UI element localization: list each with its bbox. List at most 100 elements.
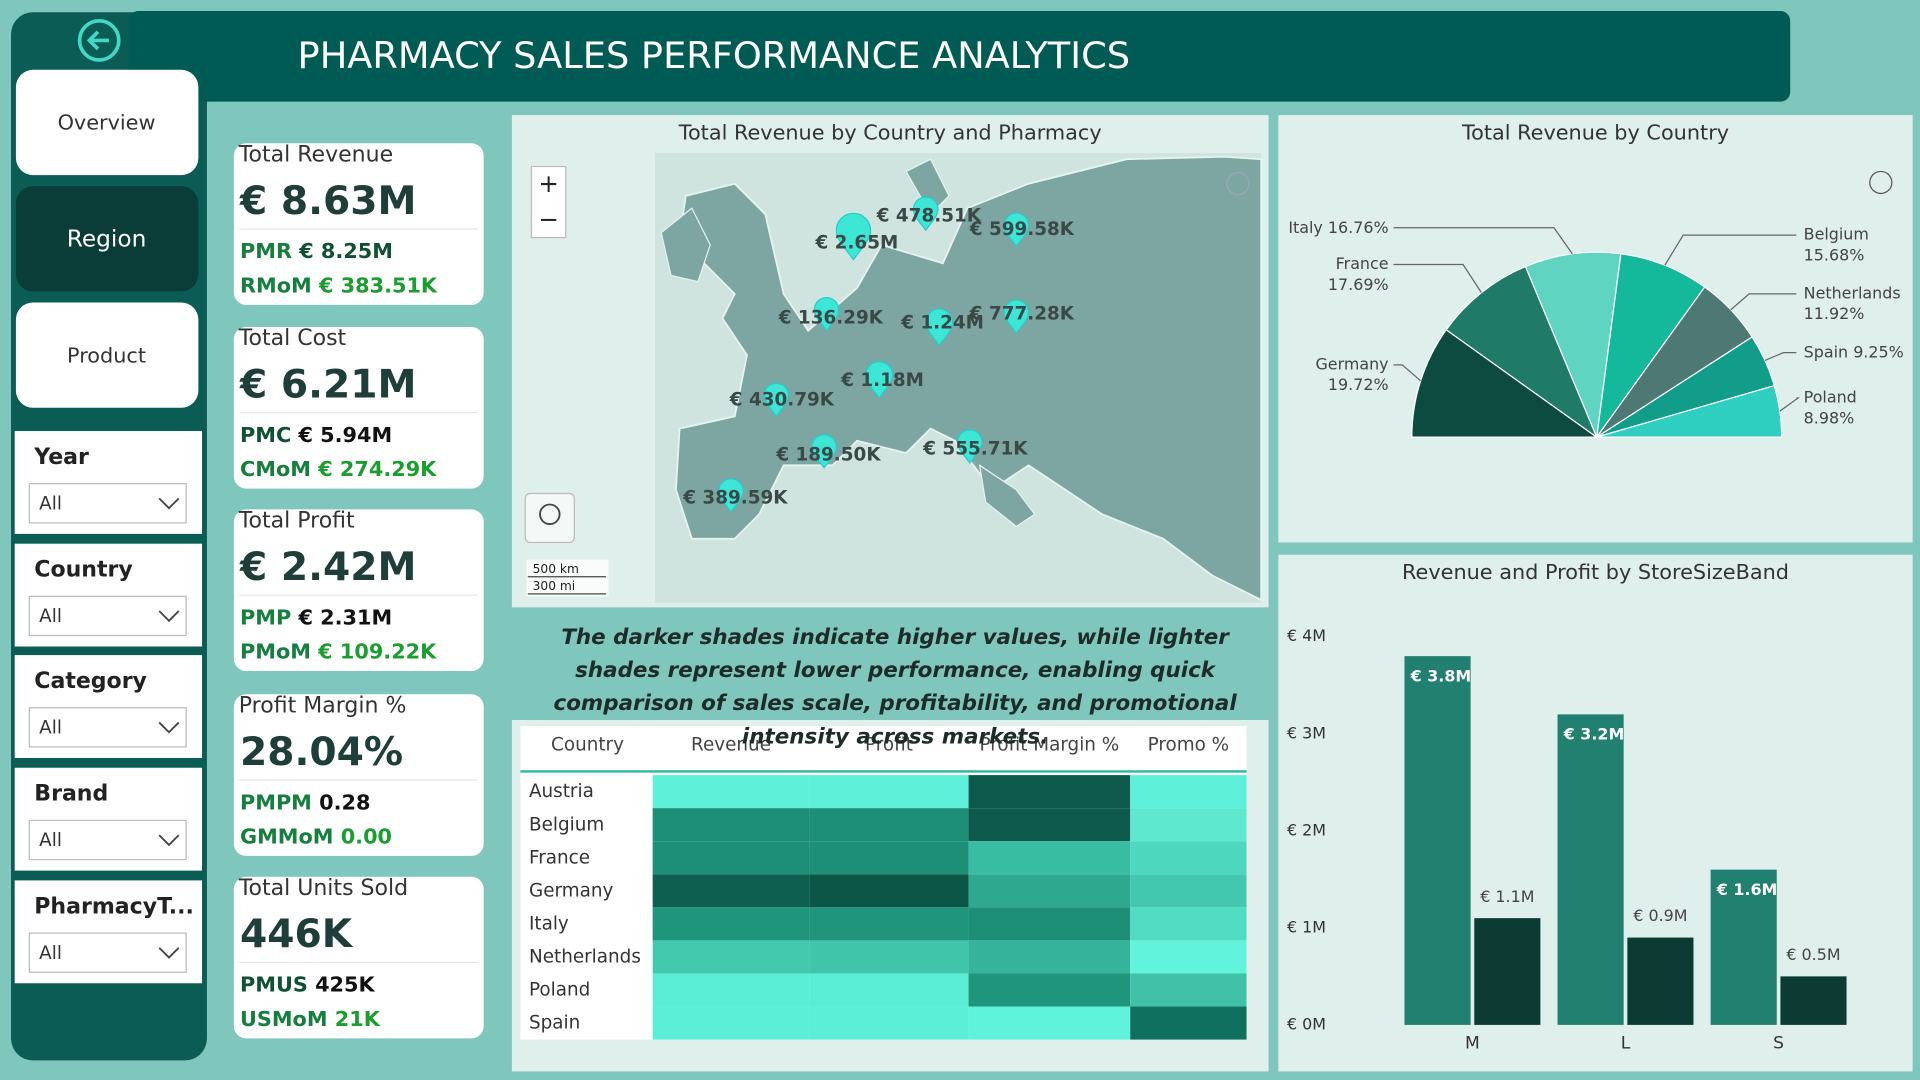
- pie-slice[interactable]: [1596, 253, 1706, 438]
- header-bar: [128, 11, 1791, 102]
- kpi-value: 28.04%: [240, 730, 403, 775]
- chevron: [158, 834, 180, 847]
- lasso-icon: [539, 503, 561, 526]
- map-pin[interactable]: [865, 360, 894, 399]
- bar[interactable]: [1780, 976, 1847, 1025]
- kpi-line-label: PMoM: [240, 640, 311, 664]
- kpi-line: GMMoM 0.00: [240, 825, 392, 849]
- nav-button[interactable]: [15, 69, 199, 176]
- bar-value-label: € 3.2M: [1563, 725, 1625, 744]
- map-label: € 430.79K: [729, 389, 835, 410]
- x-tick-label: L: [1621, 1033, 1631, 1053]
- heat-cell: [1130, 973, 1247, 1007]
- heat-cell: [1130, 1006, 1247, 1040]
- map-land: [978, 464, 1036, 528]
- pie-label-value: 17.69%: [1328, 275, 1389, 294]
- y-tick-label: € 3M: [1287, 723, 1326, 742]
- zoom-out[interactable]: −: [538, 204, 559, 233]
- table-cell: Austria: [529, 781, 594, 802]
- heat-cell: [1130, 907, 1247, 941]
- chart-title: Revenue and Profit by StoreSizeBand: [1402, 560, 1789, 584]
- map-pin[interactable]: [925, 308, 954, 347]
- bar[interactable]: [1710, 869, 1777, 1025]
- page-title: PHARMACY SALES PERFORMANCE ANALYTICS: [298, 34, 1130, 77]
- bar[interactable]: [1404, 656, 1471, 1025]
- bar[interactable]: [1474, 918, 1541, 1025]
- bar[interactable]: [1557, 714, 1624, 1025]
- map-label: € 136.29K: [778, 307, 884, 328]
- kpi-line-value: € 5.94M: [297, 423, 392, 447]
- leader-line: [1393, 227, 1573, 255]
- map-pin[interactable]: [912, 196, 939, 232]
- y-tick-label: € 0M: [1287, 1014, 1326, 1033]
- dropdown-value: All: [39, 943, 62, 964]
- kpi-line: CMoM € 274.29K: [240, 457, 437, 481]
- heat-cell: [652, 1006, 810, 1040]
- map-label: € 555.71K: [922, 438, 1028, 459]
- map-pin[interactable]: [1003, 212, 1030, 248]
- map-label: € 1.18M: [840, 370, 924, 391]
- x-tick-label: S: [1773, 1033, 1784, 1053]
- bar[interactable]: [1627, 937, 1694, 1025]
- kpi-line-value: 425K: [315, 973, 375, 997]
- kpi-title: Total Cost: [238, 326, 347, 351]
- chevron: [158, 610, 180, 623]
- bar-value-label: € 0.5M: [1786, 945, 1840, 964]
- map-scale: [526, 559, 609, 597]
- pie-slice[interactable]: [1596, 384, 1783, 438]
- heat-cell: [968, 1006, 1131, 1040]
- kpi-line-value: € 109.22K: [317, 640, 437, 664]
- dropdown[interactable]: [28, 932, 187, 973]
- dropdown[interactable]: [28, 819, 187, 861]
- nav-button[interactable]: [15, 302, 199, 408]
- kpi-line: PMUS 425K: [240, 973, 375, 997]
- lasso-button[interactable]: [524, 492, 575, 544]
- heat-cell: [809, 973, 969, 1007]
- pie-label-name: Belgium: [1804, 225, 1869, 244]
- back-arrow: [86, 30, 109, 51]
- chevron: [158, 497, 180, 510]
- back-button[interactable]: [77, 18, 121, 62]
- heat-cell: [1130, 940, 1247, 974]
- y-tick-label: € 1M: [1287, 917, 1326, 936]
- heat-cell: [809, 1006, 969, 1040]
- table-cell: Germany: [529, 880, 614, 901]
- pie-label-name: Poland: [1804, 387, 1857, 406]
- table-header: Promo %: [1148, 735, 1230, 756]
- kpi-card: [233, 143, 484, 305]
- zoom-in[interactable]: +: [538, 169, 559, 198]
- heat-cell: [968, 973, 1131, 1007]
- map-pin[interactable]: [718, 478, 744, 513]
- map-pin[interactable]: [956, 429, 983, 464]
- kpi-line: PMPM 0.28: [240, 790, 370, 814]
- kpi-line-value: 21K: [335, 1007, 381, 1031]
- dropdown[interactable]: [28, 483, 187, 524]
- heat-cell: [1130, 841, 1247, 875]
- nav-button[interactable]: [15, 186, 199, 292]
- heat-cell: [809, 841, 969, 875]
- y-tick-label: € 2M: [1287, 820, 1326, 839]
- heat-cell: [652, 940, 810, 974]
- heat-cell: [809, 907, 969, 941]
- map-pin[interactable]: [763, 382, 790, 418]
- map-label: € 777.28K: [969, 304, 1075, 325]
- kpi-line-value: € 274.29K: [317, 457, 437, 481]
- pie-slice[interactable]: [1524, 251, 1622, 440]
- kpi-title: Total Profit: [238, 509, 355, 534]
- pie-label-name: Italy: [1288, 217, 1323, 236]
- nav-label: Overview: [58, 111, 156, 135]
- slicer-label: PharmacyT...: [34, 894, 194, 919]
- pie-slice[interactable]: [1411, 328, 1599, 438]
- map-pin[interactable]: [835, 212, 872, 261]
- map-pin[interactable]: [811, 434, 837, 469]
- map-pin[interactable]: [813, 296, 840, 332]
- kpi-line-value: € 383.51K: [318, 274, 438, 298]
- map-scale-label: 300 mi: [533, 579, 576, 593]
- dropdown[interactable]: [28, 595, 187, 637]
- heat-cell: [1130, 874, 1247, 908]
- heat-cell: [968, 940, 1131, 974]
- dropdown[interactable]: [28, 707, 187, 748]
- kpi-line-label: CMoM: [240, 457, 311, 481]
- map-pin[interactable]: [1003, 299, 1030, 335]
